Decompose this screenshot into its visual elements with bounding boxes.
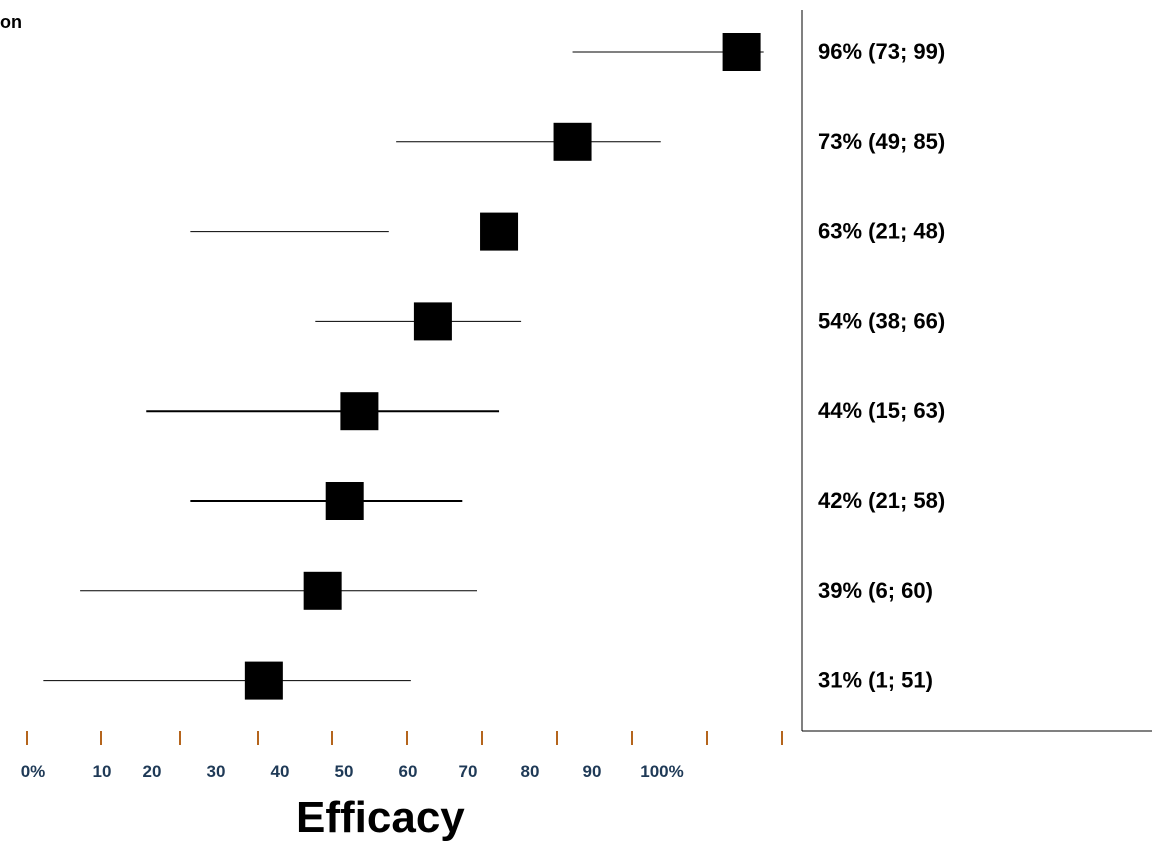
partial-header-text: on xyxy=(0,12,22,32)
estimate-marker xyxy=(244,661,283,700)
x-tick-label: 80 xyxy=(521,762,540,781)
estimate-label: 73% (49; 85) xyxy=(818,129,945,154)
x-tick-label: 90 xyxy=(583,762,602,781)
estimate-marker xyxy=(413,302,452,341)
estimate-label: 96% (73; 99) xyxy=(818,39,945,64)
x-tick-label: 10 xyxy=(93,762,112,781)
estimate-label: 63% (21; 48) xyxy=(818,219,945,244)
x-axis-title: Efficacy xyxy=(296,793,465,842)
x-tick-label: 70 xyxy=(459,762,478,781)
estimate-label: 39% (6; 60) xyxy=(818,578,933,603)
estimate-marker xyxy=(480,212,519,251)
x-tick-label: 30 xyxy=(207,762,226,781)
estimate-marker xyxy=(340,392,379,431)
estimate-marker xyxy=(303,571,342,610)
estimate-marker xyxy=(553,122,592,161)
estimate-marker xyxy=(722,33,761,71)
estimate-label: 31% (1; 51) xyxy=(818,668,933,693)
estimate-label: 54% (38; 66) xyxy=(818,308,945,333)
x-tick-label: 60 xyxy=(399,762,418,781)
x-tick-label: 40 xyxy=(271,762,290,781)
x-tick-label: 50 xyxy=(335,762,354,781)
x-tick-label: 100% xyxy=(640,762,683,781)
x-tick-label: 20 xyxy=(143,762,162,781)
estimate-marker xyxy=(325,482,364,520)
x-tick-label: 0% xyxy=(21,762,46,781)
estimate-label: 44% (15; 63) xyxy=(818,398,945,423)
estimate-label: 42% (21; 58) xyxy=(818,488,945,513)
